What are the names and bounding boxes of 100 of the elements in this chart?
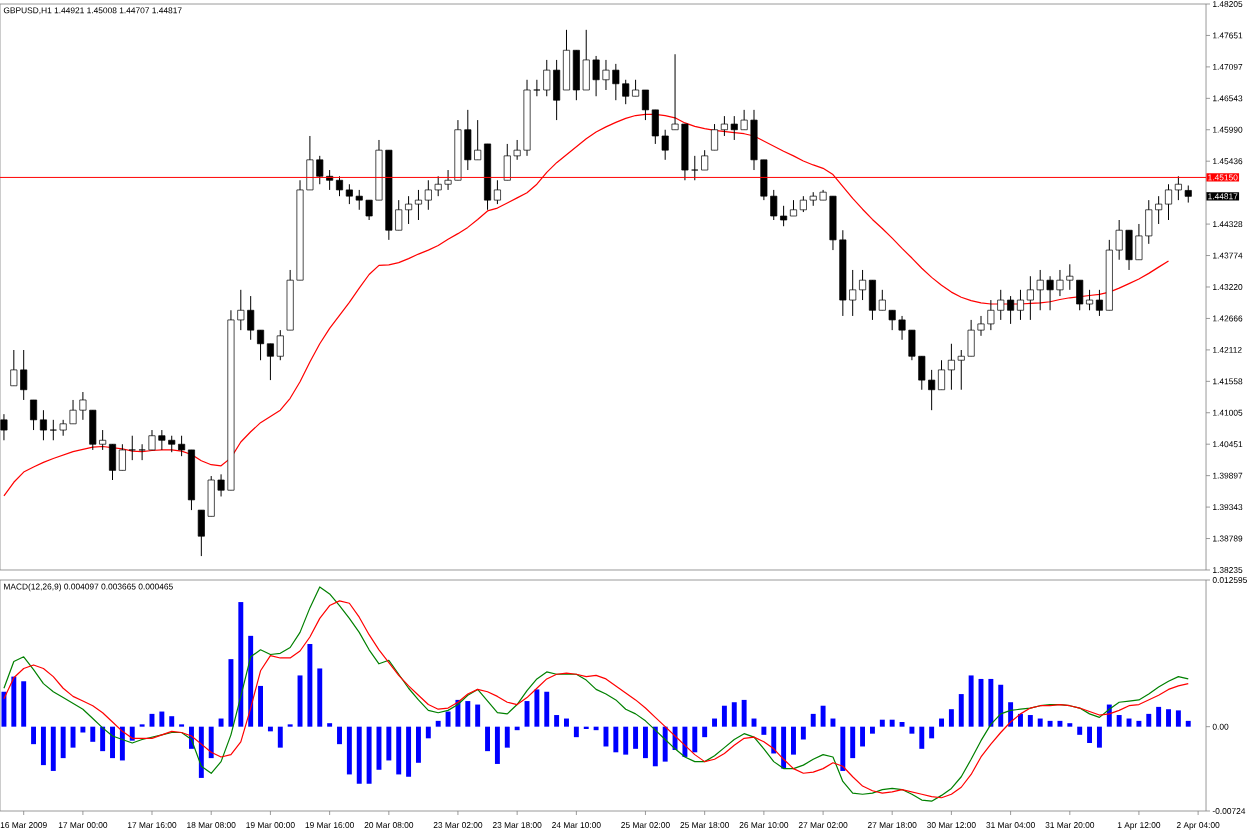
bar <box>544 691 550 727</box>
bar <box>1096 726 1102 748</box>
bar <box>534 689 540 727</box>
bar <box>346 726 352 775</box>
bar <box>850 726 856 759</box>
bar <box>662 726 668 762</box>
bar <box>860 726 866 747</box>
bar <box>879 719 885 727</box>
candlestick <box>0 413 8 441</box>
bar <box>1057 720 1063 727</box>
bar <box>810 713 816 727</box>
bar <box>564 718 569 727</box>
bar <box>800 726 806 740</box>
bar <box>129 726 135 741</box>
bar <box>70 726 76 748</box>
bar <box>475 704 481 727</box>
bar <box>840 726 846 771</box>
bar <box>613 726 619 753</box>
bar <box>238 602 244 727</box>
bar <box>50 726 56 771</box>
bar <box>741 699 747 727</box>
bar <box>623 726 629 755</box>
bar <box>415 726 421 763</box>
bar <box>889 719 895 727</box>
bar <box>100 726 106 752</box>
bar <box>1047 720 1053 727</box>
bar <box>909 726 915 734</box>
bar <box>771 726 777 754</box>
bar <box>830 718 836 727</box>
bar <box>761 726 767 735</box>
bar <box>1126 718 1132 727</box>
bar <box>642 726 648 759</box>
bar <box>1 691 7 727</box>
bar <box>110 726 115 759</box>
bar <box>198 726 204 778</box>
bar <box>731 702 737 727</box>
bar <box>692 726 698 753</box>
bar <box>337 726 342 745</box>
bar <box>494 726 500 764</box>
bar <box>1156 706 1162 727</box>
bar <box>1166 709 1171 727</box>
bar <box>1077 726 1083 735</box>
bar <box>1037 718 1043 727</box>
bar <box>228 659 234 727</box>
bar <box>968 675 974 727</box>
bar <box>712 718 717 727</box>
bar <box>682 726 688 757</box>
bar <box>317 668 323 727</box>
bar <box>119 726 125 761</box>
bar <box>435 720 441 727</box>
bar <box>218 718 224 727</box>
bar <box>307 644 313 727</box>
bar <box>820 705 826 727</box>
bar <box>869 726 875 734</box>
bar <box>939 718 944 727</box>
bar <box>573 726 579 738</box>
bar <box>396 726 402 775</box>
bar <box>1087 726 1093 743</box>
bar <box>90 726 96 742</box>
bar <box>60 726 66 759</box>
bar <box>1175 710 1181 727</box>
bar <box>40 726 46 766</box>
bar <box>80 726 86 733</box>
bar <box>21 681 27 727</box>
bar <box>958 694 964 727</box>
bar <box>406 726 412 777</box>
bar <box>356 726 362 784</box>
bar <box>366 726 372 784</box>
bar <box>1116 715 1122 727</box>
bar <box>208 726 214 759</box>
bar <box>485 726 491 752</box>
bar <box>277 726 283 748</box>
bar <box>258 685 264 727</box>
bar <box>702 726 708 738</box>
bar <box>169 716 175 727</box>
bar <box>948 709 954 727</box>
bar <box>248 635 254 727</box>
bar <box>652 726 658 767</box>
bar <box>465 701 471 727</box>
bar <box>386 726 392 761</box>
bar <box>721 705 727 727</box>
bar <box>633 726 639 749</box>
bar <box>1018 713 1023 727</box>
bar <box>929 726 935 739</box>
bar <box>781 726 787 769</box>
bar <box>554 715 560 727</box>
bar <box>425 726 431 739</box>
bar <box>445 711 451 727</box>
bar <box>31 726 37 745</box>
bar <box>1185 720 1191 727</box>
bar <box>159 711 165 727</box>
bar <box>504 726 510 748</box>
bar <box>1027 715 1033 727</box>
bar <box>11 676 17 727</box>
bar <box>988 678 994 727</box>
bar <box>1146 713 1152 727</box>
bar <box>919 726 925 749</box>
bar <box>998 684 1004 727</box>
bar <box>1136 720 1142 727</box>
bar <box>791 726 796 755</box>
